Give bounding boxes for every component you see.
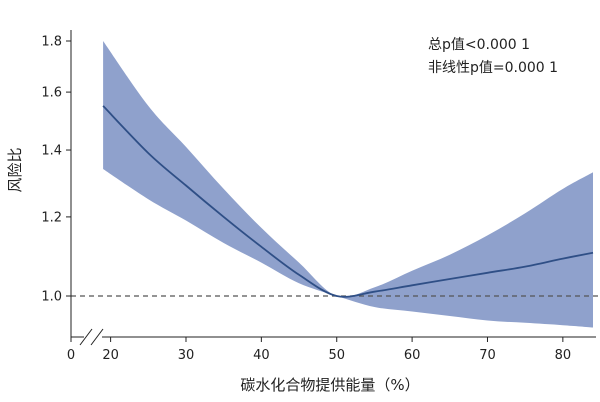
x-tick-label: 30: [178, 348, 195, 363]
x-tick-label: 20: [102, 348, 119, 363]
y-tick-label: 1.4: [41, 144, 62, 159]
x-axis-break-mark: [79, 328, 93, 346]
series-line-layer: [102, 105, 594, 298]
confidence-band-layer: [103, 41, 593, 328]
annotation-overall-p: 总p值<0.000 1: [428, 37, 530, 53]
y-tick-label: 1.8: [41, 35, 62, 50]
series-line: [102, 105, 594, 298]
y-tick-label: 1.6: [41, 86, 62, 101]
annotation-nonlinear-p: 非线性p值=0.000 1: [428, 60, 558, 76]
x-axis-break-mark: [90, 328, 104, 346]
y-tick-label: 1.0: [41, 290, 62, 305]
axes: [66, 30, 596, 346]
x-tick-label: 50: [328, 348, 345, 363]
x-tick-label: 0: [67, 348, 75, 363]
x-tick-label: 70: [479, 348, 496, 363]
tick-labels: 1.0 1.2 1.4 1.6 1.8 0 20 30 40 50 60 70 80: [41, 35, 571, 364]
y-tick-label: 1.2: [41, 210, 62, 225]
x-tick-label: 40: [253, 348, 270, 363]
y-axis-title: 风险比: [6, 147, 24, 192]
x-tick-label: 60: [404, 348, 421, 363]
x-axis-title: 碳水化合物提供能量（%）: [240, 376, 419, 394]
x-tick-label: 80: [555, 348, 572, 363]
confidence-band: [103, 41, 593, 328]
